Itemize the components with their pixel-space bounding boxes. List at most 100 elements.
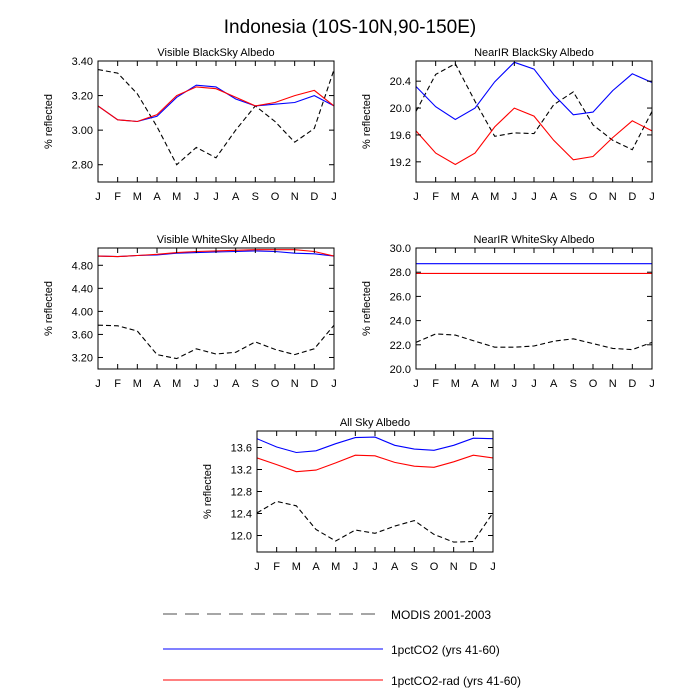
- x-tick-label: D: [310, 378, 318, 390]
- y-tick-label: 12.0: [231, 531, 252, 543]
- legend-label: 1pctCO2-rad (yrs 41-60): [391, 674, 521, 688]
- series-line-1pctco2-rad: [98, 86, 334, 123]
- x-tick-label: D: [628, 191, 636, 203]
- x-tick-label: M: [172, 378, 181, 390]
- x-tick-label: A: [232, 191, 240, 203]
- x-tick-label: J: [213, 191, 219, 203]
- y-tick-label: 12.4: [231, 509, 252, 521]
- plot-frame: [415, 247, 653, 370]
- x-tick-label: J: [512, 191, 518, 203]
- series-line-1pctco2: [257, 436, 493, 454]
- x-tick-label: J: [531, 378, 537, 390]
- x-tick-label: J: [490, 561, 496, 573]
- y-tick-label: 3.00: [72, 125, 93, 137]
- y-tick-label: 20.0: [390, 103, 411, 115]
- y-tick-label: 13.6: [231, 443, 252, 455]
- y-tick-label: 4.40: [72, 283, 93, 295]
- x-tick-label: J: [372, 561, 378, 573]
- x-tick-label: S: [252, 378, 259, 390]
- plot-frame: [97, 247, 335, 370]
- x-tick-label: A: [232, 378, 240, 390]
- y-tick-label: 3.60: [72, 329, 93, 341]
- series-line-1pctco2: [98, 84, 334, 123]
- x-tick-label: S: [411, 561, 418, 573]
- panel-title: NearIR WhiteSky Albedo: [473, 234, 594, 246]
- series-line-modis: [257, 500, 493, 543]
- x-tick-label: J: [413, 378, 419, 390]
- x-tick-label: M: [172, 191, 181, 203]
- series-line-1pctco2-rad: [416, 107, 652, 166]
- x-tick-label: D: [310, 191, 318, 203]
- y-tick-label: 26.0: [390, 291, 411, 303]
- x-tick-label: J: [254, 561, 260, 573]
- plot-frame: [415, 60, 653, 183]
- y-axis-label: % reflected: [361, 94, 373, 149]
- x-tick-label: M: [133, 191, 142, 203]
- y-tick-label: 19.2: [390, 157, 411, 169]
- y-tick-label: 3.20: [72, 91, 93, 103]
- x-tick-label: J: [649, 191, 655, 203]
- x-tick-label: M: [292, 561, 301, 573]
- x-tick-label: N: [609, 191, 617, 203]
- x-tick-label: M: [451, 378, 460, 390]
- x-tick-label: J: [331, 191, 337, 203]
- x-tick-label: J: [649, 378, 655, 390]
- y-tick-label: 28.0: [390, 267, 411, 279]
- x-tick-label: N: [450, 561, 458, 573]
- series-line-1pctco2-rad: [257, 454, 493, 473]
- panel-title: NearIR BlackSky Albedo: [474, 47, 594, 59]
- series-line-1pctco2: [416, 61, 652, 121]
- x-tick-label: N: [291, 378, 299, 390]
- x-tick-label: J: [531, 191, 537, 203]
- x-tick-label: J: [353, 561, 359, 573]
- x-tick-label: A: [471, 191, 479, 203]
- y-tick-label: 22.0: [390, 340, 411, 352]
- x-tick-label: O: [271, 191, 280, 203]
- y-tick-label: 19.6: [390, 130, 411, 142]
- x-tick-label: M: [451, 191, 460, 203]
- figure-title: Indonesia (10S-10N,90-150E): [224, 17, 476, 38]
- panel-title: All Sky Albedo: [340, 417, 410, 429]
- x-tick-label: O: [589, 378, 598, 390]
- series-line-modis: [98, 324, 334, 360]
- x-tick-label: A: [391, 561, 399, 573]
- x-tick-label: O: [271, 378, 280, 390]
- y-tick-label: 3.40: [72, 56, 93, 68]
- x-tick-label: A: [550, 191, 558, 203]
- x-tick-label: F: [432, 378, 439, 390]
- x-tick-label: F: [273, 561, 280, 573]
- y-axis-label: % reflected: [43, 281, 55, 336]
- x-tick-label: F: [432, 191, 439, 203]
- y-tick-label: 3.20: [72, 352, 93, 364]
- series-line-modis: [416, 333, 652, 351]
- y-axis-label: % reflected: [361, 281, 373, 336]
- x-tick-label: M: [331, 561, 340, 573]
- x-tick-label: A: [153, 191, 161, 203]
- x-tick-label: N: [609, 378, 617, 390]
- x-tick-label: D: [469, 561, 477, 573]
- x-tick-label: O: [589, 191, 598, 203]
- x-tick-label: N: [291, 191, 299, 203]
- series-line-modis: [98, 69, 334, 166]
- legend-label: 1pctCO2 (yrs 41-60): [391, 643, 500, 657]
- x-tick-label: S: [570, 191, 577, 203]
- x-tick-label: M: [490, 378, 499, 390]
- x-tick-label: J: [512, 378, 518, 390]
- x-tick-label: A: [471, 378, 479, 390]
- series-line-modis: [416, 62, 652, 151]
- y-tick-label: 30.0: [390, 243, 411, 255]
- y-tick-label: 20.4: [390, 76, 411, 88]
- x-tick-label: J: [331, 378, 337, 390]
- y-tick-label: 20.0: [390, 364, 411, 376]
- y-tick-label: 12.8: [231, 487, 252, 499]
- legend-item: MODIS 2001-2003: [163, 608, 491, 622]
- panel-title: Visible WhiteSky Albedo: [157, 234, 275, 246]
- y-tick-label: 4.00: [72, 306, 93, 318]
- x-tick-label: M: [490, 191, 499, 203]
